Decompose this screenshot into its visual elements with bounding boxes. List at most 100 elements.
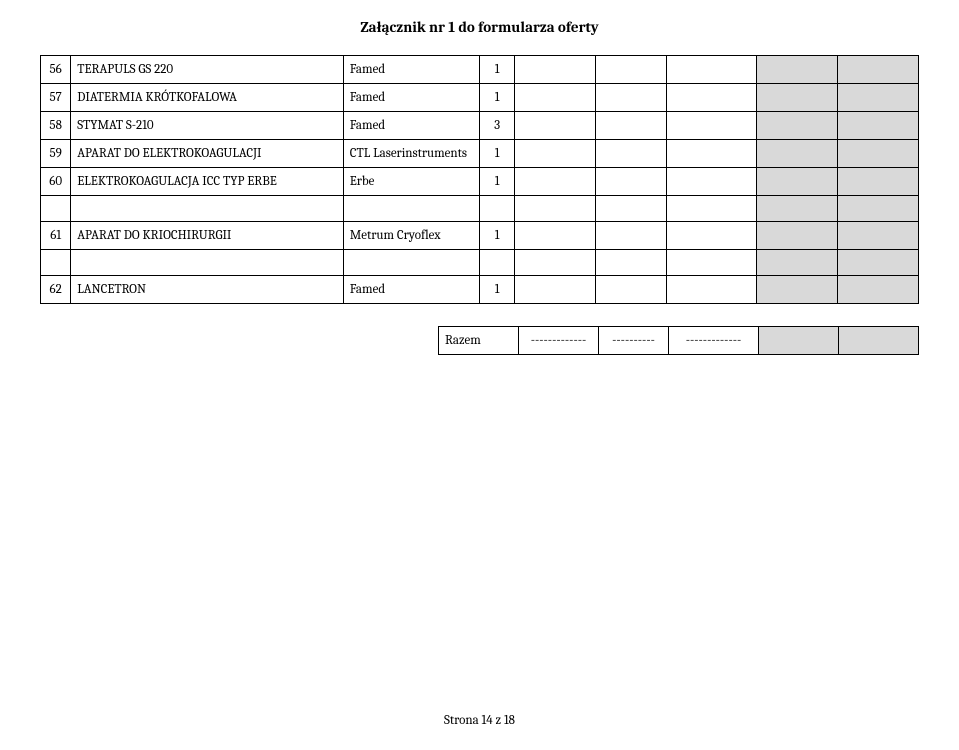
cell-empty bbox=[343, 196, 479, 222]
table-row: 58 STYMAT S-210 Famed 3 bbox=[41, 112, 919, 140]
cell-empty bbox=[41, 250, 71, 276]
cell-grey bbox=[757, 276, 838, 304]
cell-empty bbox=[666, 222, 757, 250]
cell-qty: 1 bbox=[479, 168, 514, 196]
cell-idx: 59 bbox=[41, 140, 71, 168]
cell-empty bbox=[596, 222, 667, 250]
summary-dashes: ------------- bbox=[519, 327, 599, 355]
cell-qty: 1 bbox=[479, 140, 514, 168]
cell-qty: 3 bbox=[479, 112, 514, 140]
cell-empty bbox=[666, 56, 757, 84]
cell-qty: 1 bbox=[479, 56, 514, 84]
cell-grey bbox=[838, 222, 919, 250]
cell-grey bbox=[838, 84, 919, 112]
summary-dashes: ---------- bbox=[599, 327, 669, 355]
table-row: 56 TERAPULS GS 220 Famed 1 bbox=[41, 56, 919, 84]
cell-empty bbox=[596, 276, 667, 304]
cell-mfr: Erbe bbox=[343, 168, 479, 196]
cell-empty bbox=[666, 112, 757, 140]
table-row: 57 DIATERMIA KRÓTKOFALOWA Famed 1 bbox=[41, 84, 919, 112]
cell-grey bbox=[757, 140, 838, 168]
cell-grey bbox=[757, 56, 838, 84]
items-table: 56 TERAPULS GS 220 Famed 1 57 DIATERMIA … bbox=[40, 55, 919, 304]
table-row: 59 APARAT DO ELEKTROKOAGULACJI CTL Laser… bbox=[41, 140, 919, 168]
cell-empty bbox=[515, 250, 596, 276]
cell-grey bbox=[757, 222, 838, 250]
page-footer: Strona 14 z 18 bbox=[0, 713, 959, 728]
summary-block: Razem ------------- ---------- ---------… bbox=[438, 326, 919, 355]
cell-grey bbox=[838, 112, 919, 140]
cell-idx: 62 bbox=[41, 276, 71, 304]
cell-empty bbox=[515, 222, 596, 250]
summary-grey bbox=[759, 327, 839, 355]
cell-name: APARAT DO ELEKTROKOAGULACJI bbox=[71, 140, 343, 168]
cell-name: DIATERMIA KRÓTKOFALOWA bbox=[71, 84, 343, 112]
cell-empty bbox=[515, 140, 596, 168]
cell-grey bbox=[757, 196, 838, 222]
cell-empty bbox=[343, 250, 479, 276]
cell-idx: 58 bbox=[41, 112, 71, 140]
cell-mfr: Famed bbox=[343, 276, 479, 304]
cell-empty bbox=[479, 196, 514, 222]
summary-grey bbox=[839, 327, 919, 355]
summary-dashes: ------------- bbox=[669, 327, 759, 355]
summary-row: Razem ------------- ---------- ---------… bbox=[439, 327, 919, 355]
cell-empty bbox=[515, 168, 596, 196]
cell-name: TERAPULS GS 220 bbox=[71, 56, 343, 84]
cell-grey bbox=[838, 140, 919, 168]
cell-name: APARAT DO KRIOCHIRURGII bbox=[71, 222, 343, 250]
cell-empty bbox=[666, 250, 757, 276]
cell-grey bbox=[757, 84, 838, 112]
cell-qty: 1 bbox=[479, 222, 514, 250]
cell-qty: 1 bbox=[479, 276, 514, 304]
cell-empty bbox=[479, 250, 514, 276]
cell-grey bbox=[838, 196, 919, 222]
cell-empty bbox=[666, 140, 757, 168]
cell-empty bbox=[596, 168, 667, 196]
cell-mfr: Famed bbox=[343, 84, 479, 112]
cell-empty bbox=[41, 196, 71, 222]
cell-grey bbox=[838, 276, 919, 304]
cell-empty bbox=[596, 196, 667, 222]
cell-empty bbox=[515, 56, 596, 84]
cell-empty bbox=[596, 84, 667, 112]
cell-mfr: CTL Laserinstruments bbox=[343, 140, 479, 168]
cell-name: ELEKTROKOAGULACJA ICC TYP ERBE bbox=[71, 168, 343, 196]
cell-empty bbox=[515, 112, 596, 140]
summary-label: Razem bbox=[439, 327, 519, 355]
cell-empty bbox=[666, 276, 757, 304]
cell-empty bbox=[666, 84, 757, 112]
summary-table: Razem ------------- ---------- ---------… bbox=[438, 326, 919, 355]
spacer-row bbox=[41, 196, 919, 222]
cell-empty bbox=[71, 196, 343, 222]
spacer-row bbox=[41, 250, 919, 276]
cell-mfr: Famed bbox=[343, 112, 479, 140]
cell-idx: 57 bbox=[41, 84, 71, 112]
table-row: 60 ELEKTROKOAGULACJA ICC TYP ERBE Erbe 1 bbox=[41, 168, 919, 196]
cell-idx: 56 bbox=[41, 56, 71, 84]
cell-name: STYMAT S-210 bbox=[71, 112, 343, 140]
cell-idx: 60 bbox=[41, 168, 71, 196]
cell-empty bbox=[596, 140, 667, 168]
page: Załącznik nr 1 do formularza oferty 56 T… bbox=[0, 0, 959, 750]
cell-grey bbox=[838, 56, 919, 84]
cell-grey bbox=[757, 168, 838, 196]
cell-idx: 61 bbox=[41, 222, 71, 250]
cell-grey bbox=[838, 168, 919, 196]
cell-empty bbox=[515, 196, 596, 222]
cell-empty bbox=[666, 196, 757, 222]
cell-grey bbox=[757, 250, 838, 276]
cell-qty: 1 bbox=[479, 84, 514, 112]
cell-empty bbox=[71, 250, 343, 276]
cell-name: LANCETRON bbox=[71, 276, 343, 304]
cell-empty bbox=[596, 56, 667, 84]
cell-empty bbox=[596, 250, 667, 276]
page-title: Załącznik nr 1 do formularza oferty bbox=[0, 18, 959, 36]
table-wrapper: 56 TERAPULS GS 220 Famed 1 57 DIATERMIA … bbox=[40, 55, 919, 355]
cell-mfr: Famed bbox=[343, 56, 479, 84]
cell-empty bbox=[515, 276, 596, 304]
table-row: 62 LANCETRON Famed 1 bbox=[41, 276, 919, 304]
cell-empty bbox=[666, 168, 757, 196]
cell-mfr: Metrum Cryoflex bbox=[343, 222, 479, 250]
cell-empty bbox=[596, 112, 667, 140]
